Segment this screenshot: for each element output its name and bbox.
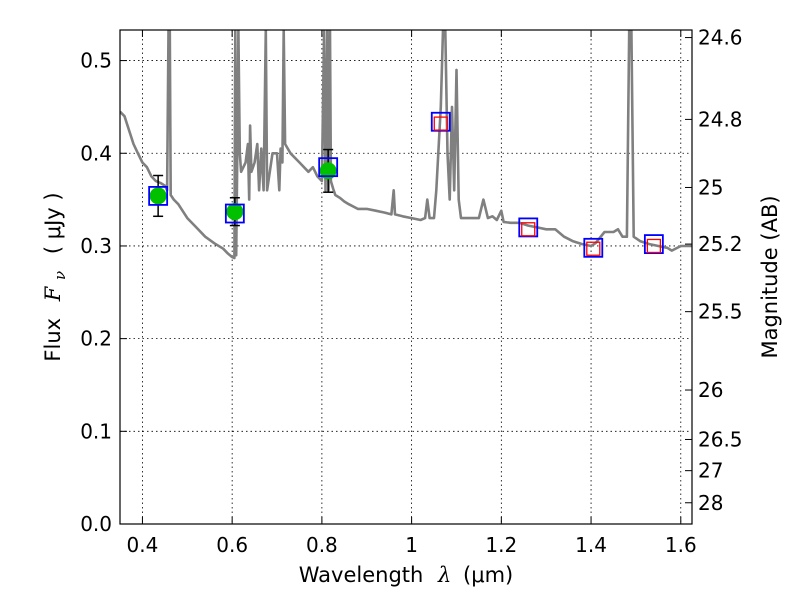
plot-frame [119,29,693,525]
x-tick-label: 1.6 [665,533,697,557]
x-axis-label-prefix: Wavelength [299,563,424,587]
mag-tick-label: 25.2 [698,232,743,256]
observed-point [319,162,337,180]
x-tick-label: 1.2 [485,533,517,557]
mag-tick-label: 24.8 [698,107,743,131]
x-tick-label: 0.8 [306,533,338,557]
markers [148,111,664,258]
predicted-flux-marker [586,241,601,256]
grid [120,30,692,525]
predicted-flux-marker [521,222,536,237]
predicted-flux-marker [433,116,448,131]
x-tick-label: 0.6 [216,533,248,557]
x-axis-label-symbol: λ [437,563,451,587]
y-axis-label-symbol: F [41,285,65,302]
y-axis-label-unit: ( μJy ) [41,192,65,254]
mag-tick-label: 27 [698,459,723,483]
model-photometry-marker [224,203,245,224]
x-axis-label-unit: (μm) [463,563,513,587]
x-tick-label: 0.4 [127,533,159,557]
spectrum-line [120,30,692,260]
predicted-flux-marker [646,238,662,254]
right-axis-label: Magnitude (AB) [758,195,782,358]
observed-point [226,203,244,221]
mag-tick-label: 25.5 [698,300,743,324]
x-tick-label: 1.4 [575,533,607,557]
mag-tick-label: 25 [698,175,723,199]
mag-tick-label: 26.5 [698,427,743,451]
ticks: 0.4 0.6 0.8 1 1.2 1.4 1.6 0.0 0.1 0.2 0.3 0.4 0.5 24.… [80,26,742,557]
y-tick-label: 0.1 [80,419,112,443]
y-tick-label: 0.4 [80,141,112,165]
model-spectrum [120,30,692,260]
y-axis-label: Flux F ν ( μJy ) [41,192,70,361]
x-tick-label: 1 [405,533,418,557]
model-photometry-marker [318,157,339,178]
y-tick-label: 0.2 [80,327,112,351]
mag-tick-label: 28 [698,491,723,515]
mag-tick-label: 26 [698,378,723,402]
observed-point [149,187,167,205]
model-photometry-marker [583,237,604,258]
y-tick-label: 0.5 [80,49,112,73]
x-axis-label: Wavelength λ (μm) [299,563,513,587]
y-axis-label-subscript: ν [51,271,69,280]
model-photometry-marker [148,186,169,206]
y-axis-label-prefix: Flux [41,318,65,362]
y-tick-label: 0.3 [80,234,112,258]
mag-tick-label: 24.6 [698,26,743,50]
y-tick-label: 0.0 [80,512,112,536]
